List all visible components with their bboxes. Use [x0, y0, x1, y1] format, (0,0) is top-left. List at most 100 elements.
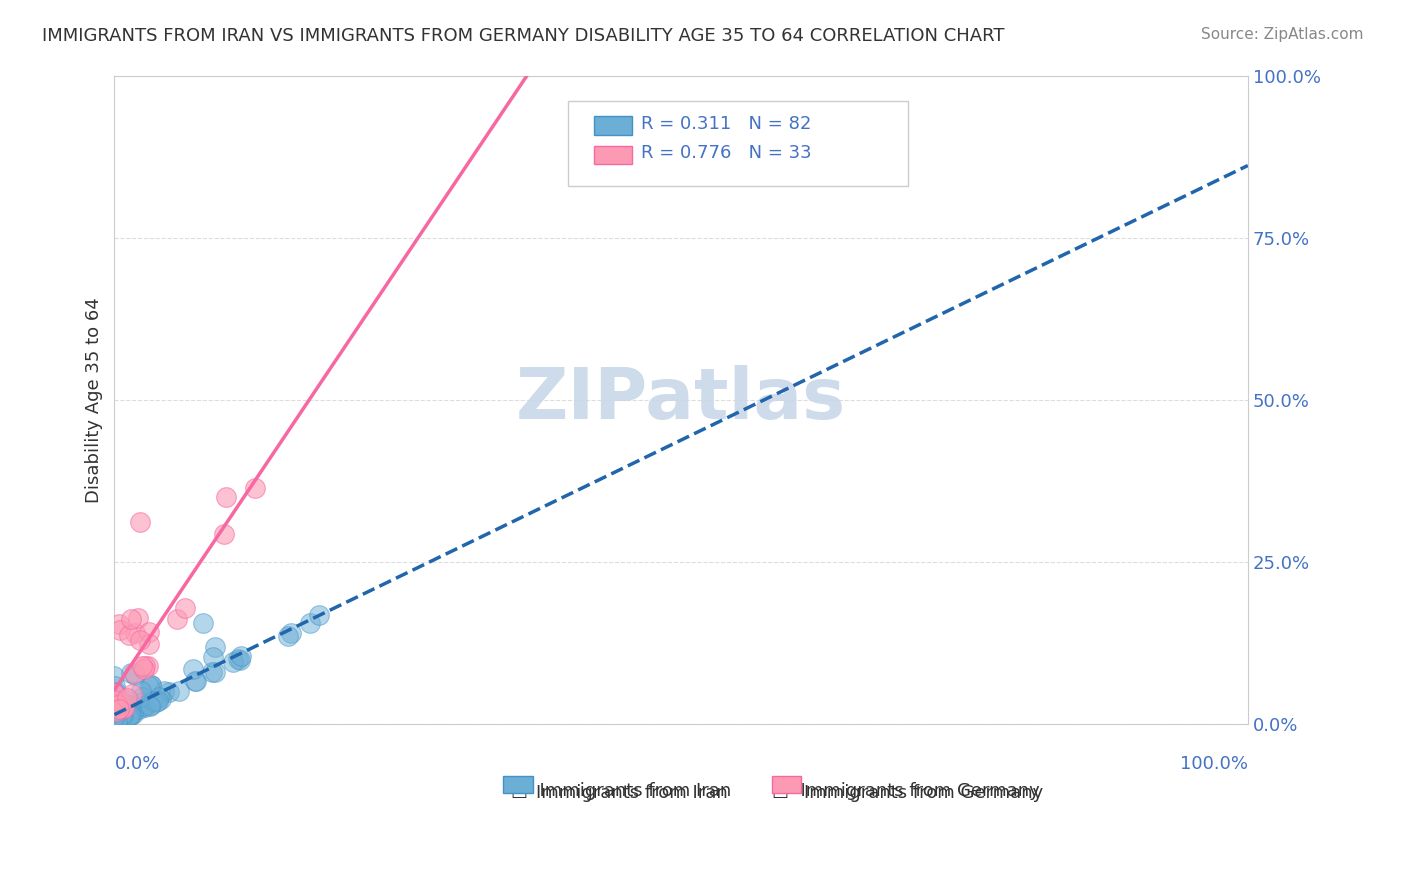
- Text: Immigrants from Iran: Immigrants from Iran: [536, 784, 728, 802]
- Point: [245, 481, 267, 495]
- Point: [204, 640, 226, 655]
- Point: [120, 708, 142, 723]
- Point: [174, 601, 197, 615]
- Point: [104, 679, 127, 693]
- Point: [103, 692, 125, 706]
- Text: Immigrants from Germany: Immigrants from Germany: [804, 784, 1043, 802]
- Point: [112, 697, 135, 711]
- Point: [229, 653, 252, 667]
- Text: 0.0%: 0.0%: [114, 756, 160, 773]
- Point: [114, 711, 136, 725]
- Point: [105, 709, 128, 723]
- Point: [104, 685, 127, 699]
- Point: [298, 616, 321, 631]
- Point: [138, 679, 160, 693]
- Point: [108, 713, 131, 727]
- Point: [120, 666, 142, 681]
- Point: [103, 686, 125, 700]
- Point: [280, 626, 302, 640]
- Point: [138, 625, 160, 640]
- Point: [112, 708, 135, 723]
- Point: [108, 623, 131, 637]
- Point: [226, 651, 249, 665]
- Point: [112, 703, 135, 717]
- Point: [112, 701, 135, 715]
- Point: [139, 698, 162, 712]
- Point: [115, 698, 138, 712]
- Point: [277, 629, 299, 643]
- Point: [104, 687, 127, 701]
- Point: [142, 693, 165, 707]
- Point: [134, 699, 156, 714]
- Point: [107, 698, 129, 712]
- Text: □  Immigrants from Germany: □ Immigrants from Germany: [772, 782, 1039, 800]
- Point: [120, 612, 142, 626]
- Point: [111, 711, 134, 725]
- Point: [134, 662, 156, 676]
- Point: [105, 706, 128, 721]
- Point: [193, 615, 215, 630]
- Point: [110, 710, 132, 724]
- Point: [108, 714, 131, 728]
- Point: [184, 673, 207, 688]
- Point: [105, 715, 128, 730]
- Point: [114, 693, 136, 707]
- Point: [124, 626, 146, 640]
- Point: [110, 714, 132, 728]
- Point: [108, 617, 131, 632]
- Point: [112, 697, 135, 711]
- Text: 100.0%: 100.0%: [1180, 756, 1249, 773]
- Text: R = 0.776   N = 33: R = 0.776 N = 33: [641, 145, 813, 162]
- Point: [129, 515, 152, 529]
- Text: IMMIGRANTS FROM IRAN VS IMMIGRANTS FROM GERMANY DISABILITY AGE 35 TO 64 CORRELAT: IMMIGRANTS FROM IRAN VS IMMIGRANTS FROM …: [42, 27, 1005, 45]
- Point: [128, 632, 150, 647]
- Text: R = 0.311   N = 82: R = 0.311 N = 82: [641, 115, 811, 133]
- Point: [108, 710, 131, 724]
- Point: [104, 698, 127, 712]
- Point: [202, 650, 225, 665]
- Point: [104, 712, 127, 726]
- Point: [108, 702, 131, 716]
- Point: [181, 662, 204, 676]
- Point: [124, 668, 146, 682]
- Point: [201, 665, 224, 679]
- Point: [105, 713, 128, 727]
- Point: [129, 684, 152, 698]
- FancyBboxPatch shape: [593, 145, 633, 164]
- Point: [120, 701, 142, 715]
- Point: [222, 655, 245, 669]
- FancyBboxPatch shape: [568, 102, 908, 186]
- FancyBboxPatch shape: [593, 116, 633, 136]
- Point: [121, 706, 143, 721]
- Point: [110, 707, 132, 722]
- Point: [104, 711, 127, 725]
- Point: [167, 683, 190, 698]
- Text: Source: ZipAtlas.com: Source: ZipAtlas.com: [1201, 27, 1364, 42]
- Point: [166, 612, 188, 626]
- Point: [150, 691, 173, 706]
- Point: [117, 709, 139, 723]
- Point: [308, 607, 330, 622]
- Point: [108, 695, 131, 709]
- FancyBboxPatch shape: [772, 776, 801, 793]
- Point: [107, 714, 129, 729]
- Point: [157, 685, 180, 699]
- Point: [131, 695, 153, 709]
- Point: [103, 714, 125, 728]
- Point: [122, 665, 145, 680]
- Point: [153, 684, 176, 698]
- Point: [112, 701, 135, 715]
- Point: [136, 698, 159, 712]
- Y-axis label: Disability Age 35 to 64: Disability Age 35 to 64: [86, 297, 103, 502]
- Point: [138, 636, 160, 650]
- Point: [110, 713, 132, 727]
- Point: [131, 659, 153, 673]
- Point: [148, 694, 170, 708]
- Point: [111, 712, 134, 726]
- Point: [138, 698, 160, 713]
- Point: [215, 490, 238, 504]
- Point: [103, 669, 125, 683]
- Point: [105, 715, 128, 730]
- Point: [105, 714, 128, 728]
- Point: [104, 716, 127, 731]
